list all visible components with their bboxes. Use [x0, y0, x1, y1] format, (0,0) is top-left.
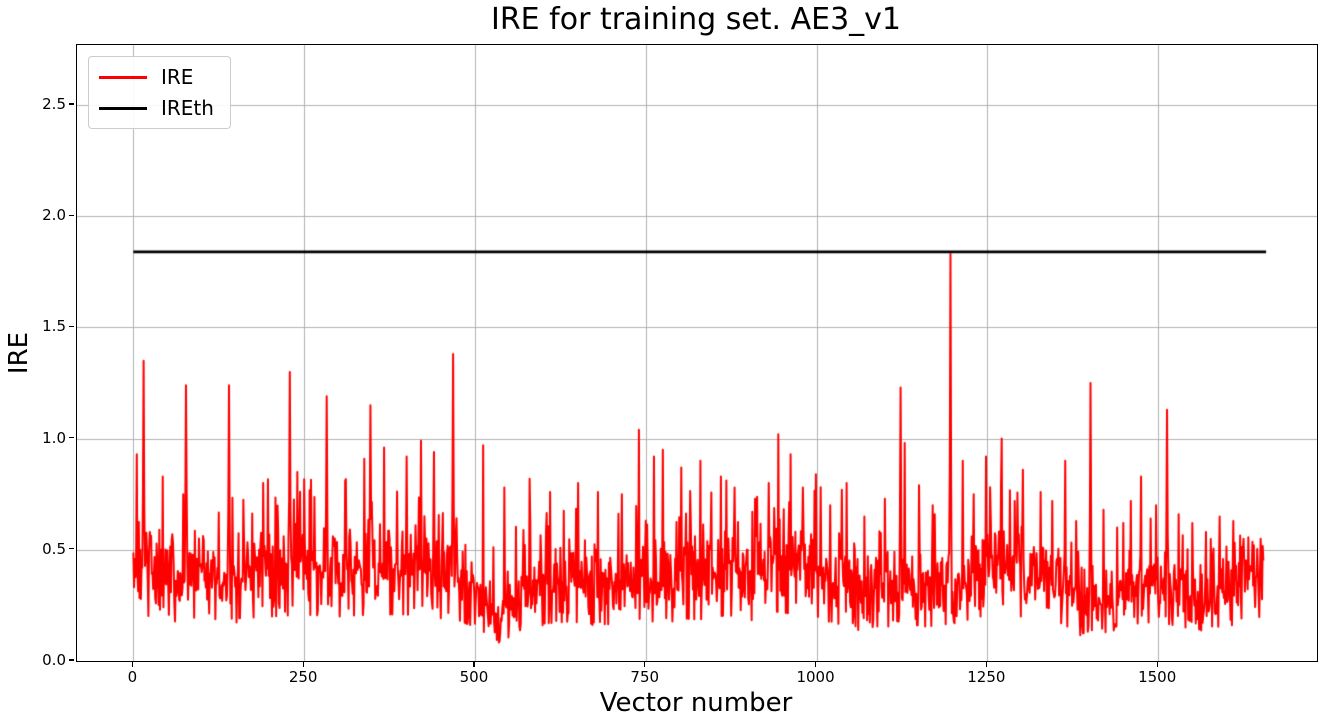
x-tick-mark — [302, 662, 304, 667]
y-tick-label: 1.5 — [42, 317, 66, 336]
y-tick-mark — [69, 103, 74, 105]
ire-line-sample — [99, 75, 147, 79]
x-tick-mark — [644, 662, 646, 667]
x-tick-mark — [1156, 662, 1158, 667]
legend: IRE IREth — [88, 56, 231, 129]
y-tick-label: 0.5 — [42, 539, 66, 558]
y-tick-mark — [69, 214, 74, 216]
legend-label-ire: IRE — [161, 65, 194, 89]
chart-title: IRE for training set. AE3_v1 — [490, 2, 902, 37]
y-tick-mark — [69, 325, 74, 327]
y-tick-mark — [69, 659, 74, 661]
x-tick-mark — [131, 662, 133, 667]
legend-item-ire: IRE — [99, 66, 214, 88]
plot-canvas — [77, 45, 1317, 661]
x-tick-label: 250 — [288, 668, 318, 686]
x-tick-label: 500 — [459, 668, 489, 686]
y-tick-mark — [69, 437, 74, 439]
ireth-line-sample — [99, 106, 147, 110]
x-tick-label: 0 — [127, 668, 138, 686]
y-tick-label: 0.0 — [42, 651, 66, 669]
y-tick-label: 2.5 — [42, 95, 66, 114]
x-tick-mark — [814, 662, 817, 667]
legend-item-ireth: IREth — [99, 97, 214, 119]
x-tick-label: 1000 — [796, 668, 835, 686]
x-tick-label: 750 — [630, 668, 660, 686]
y-tick-mark — [69, 548, 74, 550]
x-tick-mark — [985, 662, 987, 667]
x-axis-label: Vector number — [599, 688, 793, 718]
plot-area — [76, 44, 1318, 662]
y-axis-label: IRE — [4, 331, 34, 375]
x-tick-label: 1250 — [967, 668, 1006, 686]
x-tick-label: 1500 — [1138, 668, 1177, 686]
y-tick-label: 2.0 — [42, 206, 66, 225]
y-tick-label: 1.0 — [42, 428, 66, 447]
x-tick-mark — [473, 662, 475, 667]
legend-label-ireth: IREth — [161, 96, 214, 120]
